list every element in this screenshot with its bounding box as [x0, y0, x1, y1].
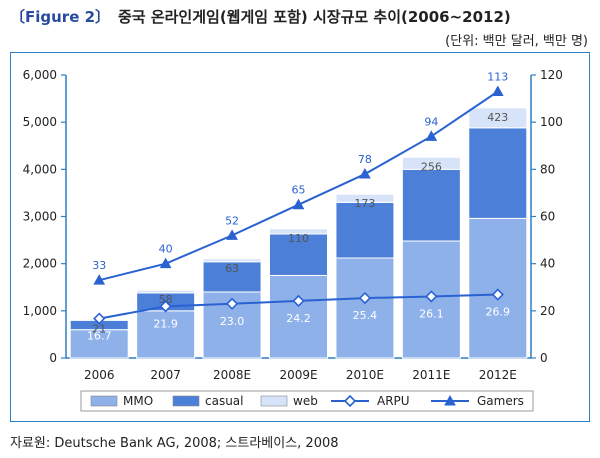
source-note: 자료원: Deutsche Bank AG, 2008; 스트라베이스, 200… — [10, 436, 339, 451]
legend-swatch-casual — [172, 395, 200, 407]
web-data-label: 110 — [288, 232, 309, 245]
figure-label: 〔Figure 2〕 — [10, 8, 111, 26]
arpu-data-label: 23.0 — [220, 315, 245, 328]
arpu-marker — [425, 290, 438, 303]
chart-unit-subtitle: (단위: 백만 달러, 백만 명) — [445, 34, 588, 49]
gamers-data-label: 40 — [159, 243, 173, 256]
y-right-tick-label: 0 — [540, 351, 548, 365]
legend-label-arpu: ARPU — [377, 394, 410, 408]
gamers-marker — [359, 168, 371, 179]
y-right-tick-label: 120 — [540, 68, 563, 82]
y-left-tick-label: 5,000 — [23, 115, 57, 129]
x-tick-label: 2006 — [84, 368, 115, 382]
gamers-data-label: 113 — [487, 71, 508, 84]
figure-header: 〔Figure 2〕 중국 온라인게임(웹게임 포함) 시장규모 추이(2006… — [8, 6, 594, 50]
arpu-marker — [292, 294, 305, 308]
x-tick-label: 2010E — [346, 368, 384, 382]
x-tick-label: 2008E — [213, 368, 251, 382]
x-tick-label: 2011E — [412, 368, 450, 382]
gamers-marker — [226, 229, 238, 240]
arpu-data-label: 24.2 — [286, 312, 311, 325]
arpu-data-label: 26.1 — [419, 307, 444, 320]
gamers-data-label: 65 — [292, 184, 306, 197]
y-right-tick-label: 20 — [540, 304, 555, 318]
gamers-marker — [425, 130, 438, 141]
bar-web — [136, 289, 196, 294]
bar-web — [202, 258, 262, 263]
bar-casual — [468, 127, 528, 219]
legend-marker-gamers — [444, 394, 456, 406]
bar-casual — [269, 233, 328, 276]
gamers-marker — [93, 274, 106, 285]
arpu-marker — [93, 312, 106, 325]
legend-label-casual: casual — [205, 394, 244, 408]
legend-marker-arpu — [343, 394, 357, 408]
y-left-tick-label: 0 — [49, 351, 57, 365]
bar-casual — [335, 201, 395, 259]
x-tick-label: 2007 — [150, 368, 181, 382]
arpu-data-label: 25.4 — [353, 309, 378, 322]
gamers-marker — [159, 257, 172, 269]
arpu-data-label: 21.9 — [153, 317, 178, 330]
gamers-data-label: 78 — [358, 153, 372, 166]
arpu-data-label: 26.9 — [486, 306, 511, 319]
web-data-label: 173 — [354, 197, 375, 210]
legend-label-gamers: Gamers — [477, 394, 524, 408]
web-data-label: 58 — [159, 293, 173, 306]
arpu-marker — [491, 288, 504, 301]
bar-web — [468, 107, 528, 129]
web-data-label: 423 — [487, 111, 508, 124]
bar-mmo — [468, 217, 528, 359]
arpu-data-label: 16.7 — [87, 330, 112, 343]
chart-title: 중국 온라인게임(웹게임 포함) 시장규모 추이(2006~2012) — [118, 8, 511, 26]
y-left-tick-label: 6,000 — [23, 68, 57, 82]
y-left-tick-label: 1,000 — [23, 304, 57, 318]
y-left-tick-label: 3,000 — [23, 210, 57, 224]
y-right-tick-label: 80 — [540, 162, 555, 176]
bar-mmo — [269, 274, 328, 359]
gamers-data-label: 52 — [225, 214, 239, 227]
x-tick-label: 2009E — [279, 368, 317, 382]
bar-casual — [401, 168, 461, 242]
legend-swatch-web — [260, 395, 288, 407]
y-right-tick-label: 60 — [540, 210, 555, 224]
gamers-data-label: 94 — [424, 115, 438, 128]
web-data-label: 256 — [421, 160, 442, 173]
bar-mmo — [69, 329, 129, 359]
bar-mmo — [335, 257, 395, 359]
gamers-marker — [491, 85, 504, 97]
chart-frame: 0 1,000 2,000 3,000 4,000 5,000 6,000 0 20 40 60 80… — [10, 52, 590, 422]
gamers-marker — [292, 198, 305, 210]
x-tick-label: 2012E — [479, 368, 517, 382]
chart-svg: 0 1,000 2,000 3,000 4,000 5,000 6,000 0 20 40 60 80… — [23, 68, 563, 412]
legend-label-mmo: MMO — [123, 394, 153, 408]
legend-swatch-mmo — [90, 395, 118, 407]
web-data-label: 63 — [225, 262, 239, 275]
y-left-tick-label: 4,000 — [23, 162, 57, 176]
bar-web — [335, 193, 395, 203]
arpu-marker — [159, 300, 172, 313]
legend-label-web: web — [293, 394, 318, 408]
bar-web — [401, 156, 461, 170]
arpu-marker — [358, 291, 372, 305]
arpu-marker — [225, 297, 239, 310]
y-right-tick-label: 100 — [540, 115, 563, 129]
bar-web — [269, 228, 328, 235]
gamers-data-label: 33 — [92, 259, 106, 272]
web-data-label: 21 — [92, 322, 106, 335]
y-left-tick-label: 2,000 — [23, 257, 57, 271]
y-right-tick-label: 40 — [540, 257, 555, 271]
